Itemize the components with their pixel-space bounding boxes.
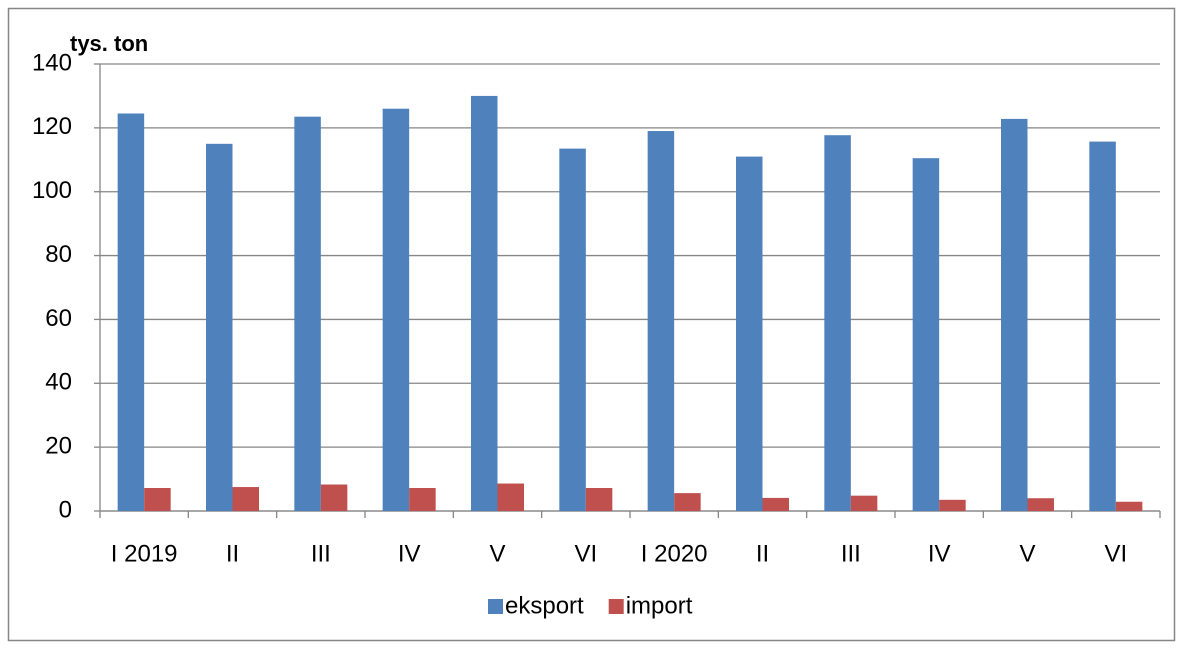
y-tick-label: 120 [32,113,72,140]
bar [647,131,675,512]
legend-swatch [488,599,503,614]
bar [117,113,145,511]
bar [320,484,348,511]
bar [824,135,851,511]
bar [294,116,321,512]
y-tick-label: 80 [45,241,72,268]
x-tick-label: III [841,540,861,567]
bar [850,495,878,511]
x-tick-label: I 2020 [641,540,708,567]
x-tick-label: II [226,540,239,567]
y-tick-label: 60 [45,305,72,332]
bar [497,483,524,511]
bar [471,95,498,511]
bar [1089,141,1116,511]
bar [1115,501,1143,511]
bar [736,156,763,512]
bar [939,499,966,511]
y-tick-label: 20 [45,432,72,459]
x-tick-label: IV [928,540,951,567]
y-tick-label: 0 [59,496,72,523]
bar [232,487,259,511]
bar [674,493,701,511]
x-tick-label: V [1019,540,1035,567]
x-tick-label: IV [398,540,421,567]
x-tick-label: VI [1104,540,1127,567]
bar [409,488,436,511]
x-tick-label: I 2019 [111,540,178,567]
bar [1027,498,1054,511]
x-tick-label: VI [574,540,597,567]
bar [559,148,586,511]
bar [382,108,410,511]
y-tick-label: 140 [32,49,72,76]
y-axis-label: tys. ton [70,31,148,56]
y-tick-label: 100 [32,177,72,204]
legend-label: eksport [505,592,584,619]
y-tick-label: 40 [45,369,72,396]
legend-label: import [626,592,693,619]
bar [1001,118,1028,511]
chart-border [7,7,1176,642]
legend-swatch [608,599,624,614]
bar [144,488,171,511]
bar [585,488,613,511]
x-tick-label: II [756,540,769,567]
x-tick-label: V [489,540,505,567]
bar [762,497,789,511]
bar [206,143,233,512]
bar [912,158,940,512]
x-tick-label: III [311,540,331,567]
